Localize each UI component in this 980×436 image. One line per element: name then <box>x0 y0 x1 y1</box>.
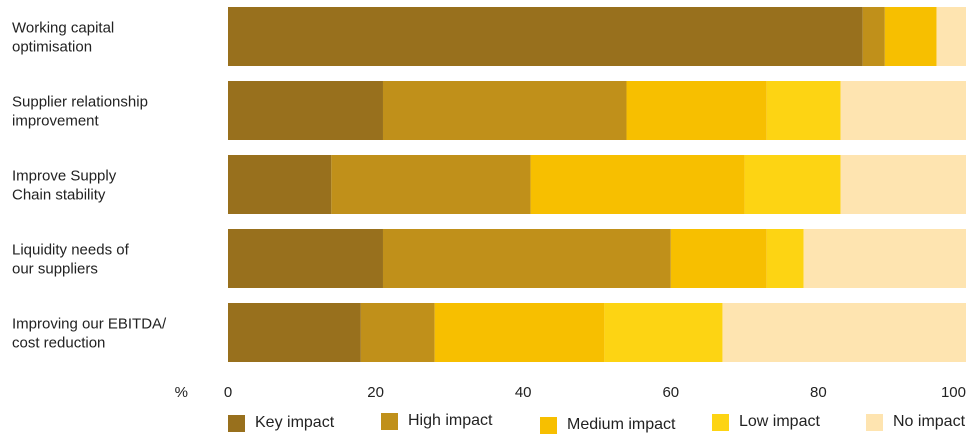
bar-segment <box>862 7 885 66</box>
bar-segment <box>530 155 745 214</box>
x-tick-label: 80 <box>810 384 827 401</box>
category-label-line: optimisation <box>12 39 92 56</box>
legend-item: No impact <box>866 413 965 431</box>
bar-segment <box>884 7 937 66</box>
bar-segment <box>803 229 966 288</box>
bar-segment <box>382 229 671 288</box>
category-label-line: cost reduction <box>12 335 105 352</box>
bar-segment <box>382 81 627 140</box>
category-label-line: Working capital <box>12 20 114 37</box>
category-label: Supplier relationship improvement <box>12 94 148 130</box>
legend-swatch <box>540 416 557 434</box>
bar-segment <box>360 303 435 362</box>
stacked-bar-chart: Working capital optimisation Supplier rela… <box>12 7 966 401</box>
legend-label: High impact <box>408 412 493 429</box>
bar-segment <box>228 229 383 288</box>
legend-item: Medium impact <box>540 416 675 434</box>
legend-label: Key impact <box>255 414 335 431</box>
bar-segment <box>604 303 723 362</box>
category-label-line: improvement <box>12 113 100 130</box>
bar-segment <box>744 155 841 214</box>
category-label-line: Liquidity needs of <box>12 242 130 259</box>
legend-swatch <box>228 414 245 432</box>
bar-segment <box>228 303 361 362</box>
legend-label: No impact <box>893 413 966 430</box>
bar-segment <box>626 81 767 140</box>
category-label-line: Improving our EBITDA/ <box>12 316 167 333</box>
category-label-line: Supplier relationship <box>12 94 148 111</box>
x-tick-label: 40 <box>515 384 532 401</box>
bar-segment <box>936 7 966 66</box>
category-label: Improving our EBITDA/cost reduction <box>12 316 167 352</box>
category-label: Improve Supply Chain stability <box>12 168 117 204</box>
x-tick-label: 20 <box>367 384 384 401</box>
bar-segment <box>228 81 383 140</box>
bar-segment <box>722 303 966 362</box>
legend-label: Low impact <box>739 413 820 430</box>
legend-item: Key impact <box>228 414 334 432</box>
x-tick-label: 100 <box>941 384 966 401</box>
bars <box>228 7 966 362</box>
category-label: Working capital optimisation <box>12 20 114 56</box>
bar-segment <box>228 155 332 214</box>
legend: Key impact High impact Medium impact Low im… <box>0 412 980 436</box>
bar-segment <box>840 155 966 214</box>
bar-segment <box>434 303 605 362</box>
legend-swatch <box>712 413 729 431</box>
category-labels: Working capital optimisation Supplier rela… <box>12 20 167 352</box>
legend-item: High impact <box>381 412 492 430</box>
legend-swatch <box>866 413 883 431</box>
x-tick-label: 60 <box>662 384 679 401</box>
category-label-line: Improve Supply <box>12 168 117 185</box>
bar-segment <box>228 7 863 66</box>
x-axis-label: % <box>175 384 188 401</box>
bar-segment <box>670 229 767 288</box>
bar-segment <box>840 81 966 140</box>
bar-segment <box>766 81 841 140</box>
category-label-line: our suppliers <box>12 261 98 278</box>
legend-item: Low impact <box>712 413 820 431</box>
bar-segment <box>331 155 531 214</box>
legend-label: Medium impact <box>567 416 676 433</box>
bar-segment <box>766 229 804 288</box>
x-axis: % 0 20 40 60 80 100 <box>175 384 966 401</box>
category-label: Liquidity needs of our suppliers <box>12 242 130 278</box>
x-tick-label: 0 <box>224 384 232 401</box>
legend-swatch <box>381 412 398 430</box>
category-label-line: Chain stability <box>12 187 106 204</box>
